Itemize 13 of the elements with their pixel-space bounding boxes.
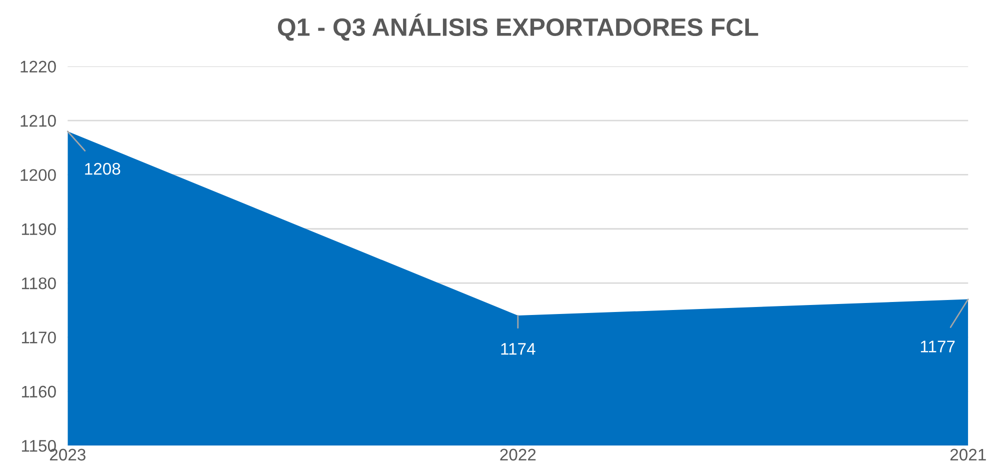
- x-tick-label: 2022: [500, 448, 536, 461]
- data-label: 1177: [920, 340, 955, 352]
- x-tick-label: 2021: [950, 448, 986, 461]
- y-tick-label: 1160: [22, 386, 56, 398]
- y-tick-label: 1180: [22, 277, 56, 290]
- y-tick-label: 1190: [22, 223, 56, 236]
- chart-title: Q1 - Q3 ANÁLISIS EXPORTADORES FCL: [278, 14, 758, 41]
- y-tick-label: 1210: [20, 114, 56, 127]
- y-tick-label: 1220: [20, 60, 56, 73]
- y-tick-label: 1170: [22, 332, 56, 344]
- data-label: 1174: [501, 343, 536, 355]
- y-tick-label: 1200: [20, 169, 56, 181]
- data-label: 1208: [85, 162, 120, 175]
